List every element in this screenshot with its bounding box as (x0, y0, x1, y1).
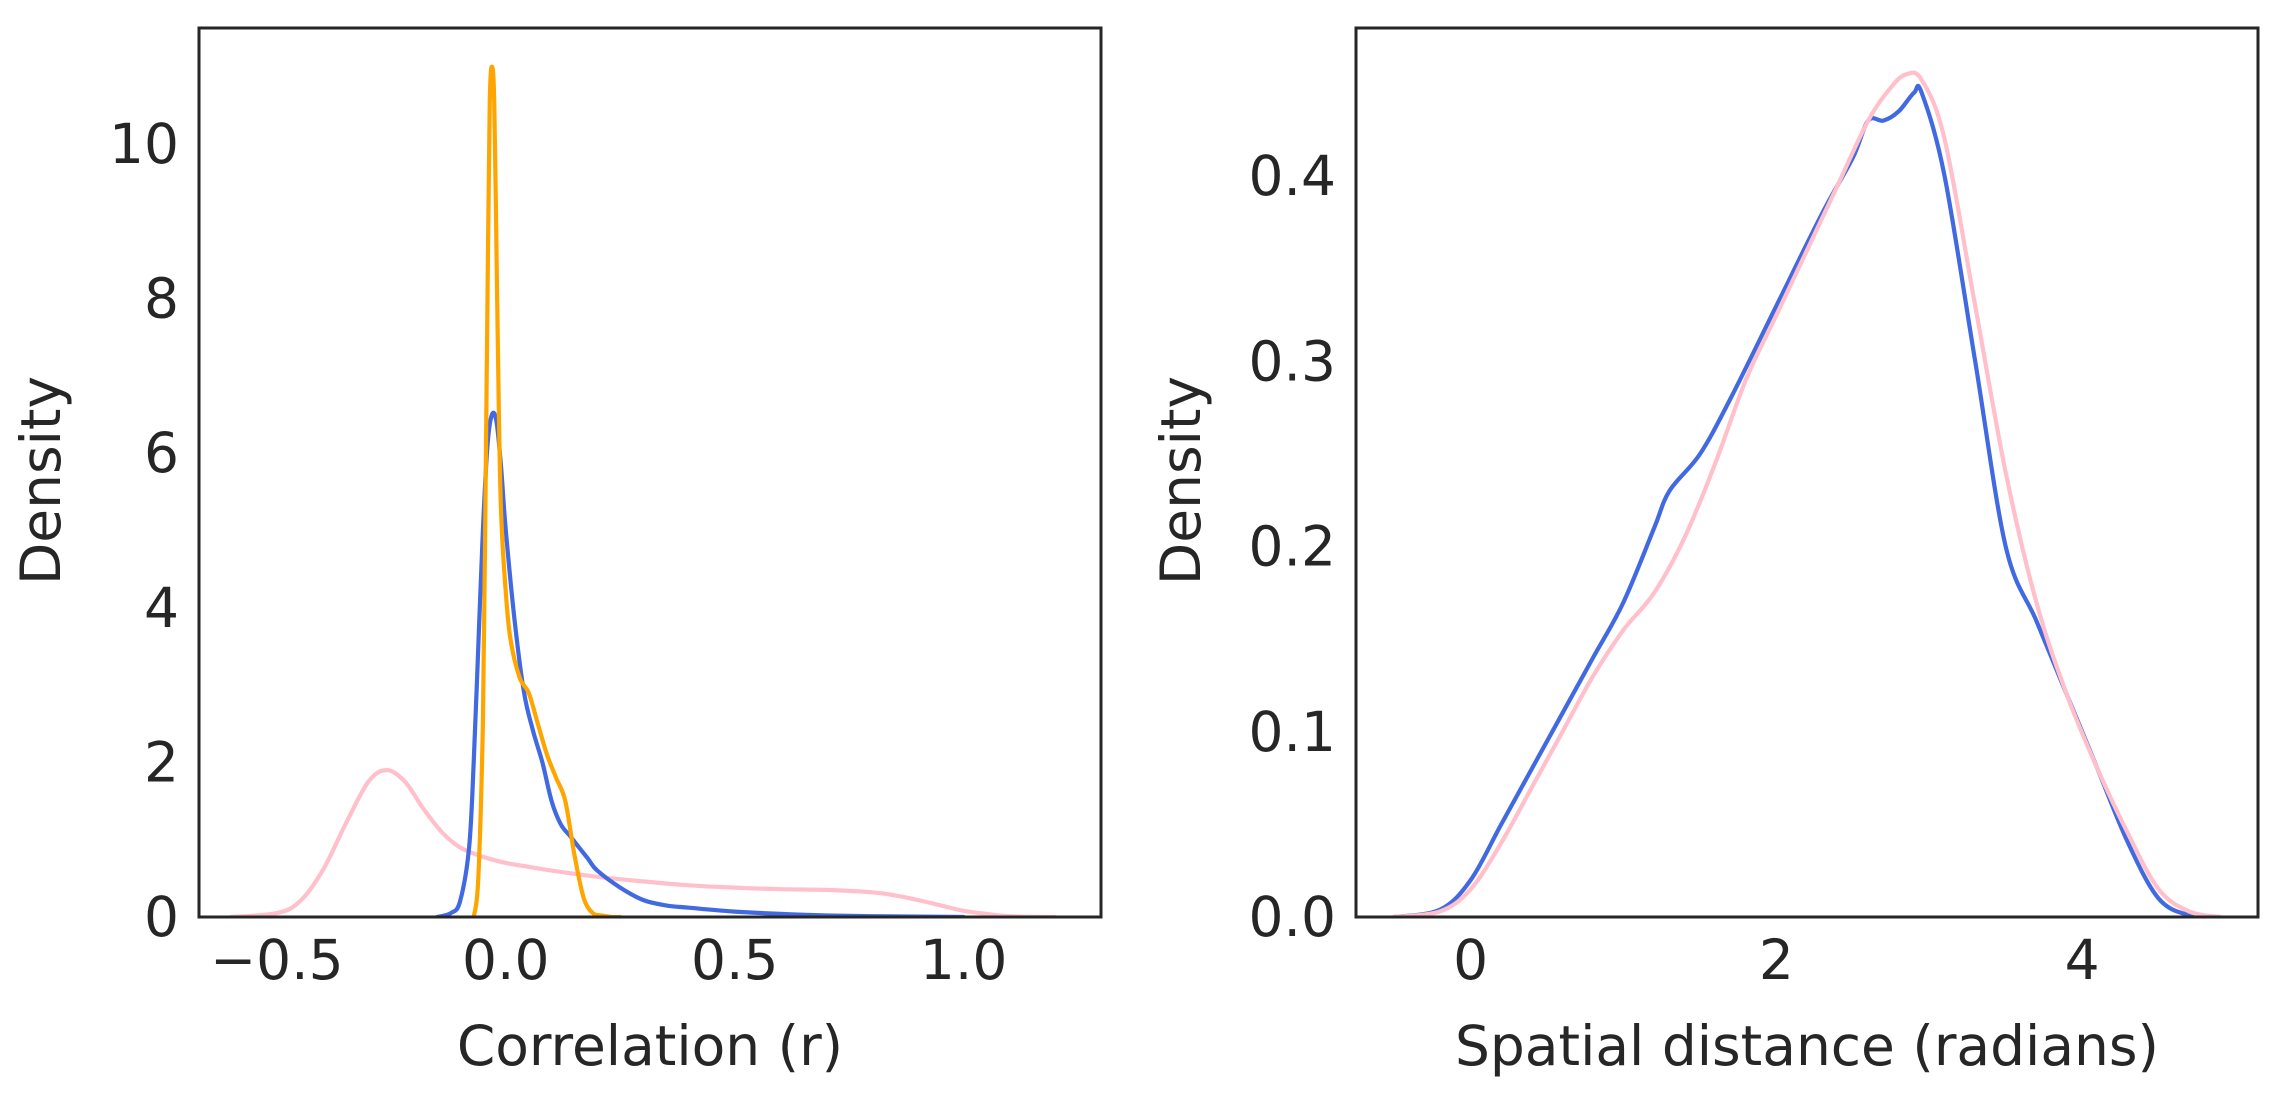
density-plot-spatial-distance: 0 2 4 0.0 0.1 0.2 0.3 0.4 Spatial distance (radi… (1149, 26, 2260, 1078)
y-tick-label: 0.1 (1249, 700, 1336, 764)
y-tick-label: 0.3 (1249, 329, 1336, 393)
y-tick-label: 0.2 (1249, 515, 1336, 579)
x-tick-label: 1.0 (920, 928, 1007, 992)
density-line-series-1 (435, 410, 966, 917)
x-tick-label: 2 (1759, 928, 1794, 992)
x-tick-label: 4 (2065, 928, 2100, 992)
y-axis-label: Density (1149, 376, 1213, 585)
x-tick-label: −0.5 (210, 928, 344, 992)
y-tick-label: 0.0 (1249, 885, 1336, 949)
y-tick-label: 6 (144, 421, 179, 485)
y-tick-label: 4 (144, 576, 179, 640)
y-tick-label: 10 (109, 112, 179, 176)
y-tick-label: 8 (144, 267, 179, 331)
series-group (1392, 70, 2222, 917)
density-line-series-0 (229, 768, 1058, 917)
density-line-series-1 (1392, 70, 2222, 917)
series-group (229, 64, 1058, 917)
x-tick-label: 0.5 (691, 928, 778, 992)
x-tick-label: 0.0 (462, 928, 549, 992)
axes-frame (1354, 26, 2260, 919)
y-tick-label: 0.4 (1249, 144, 1336, 208)
y-tick-label: 0 (144, 885, 179, 949)
density-line-series-2 (471, 64, 623, 917)
x-axis-label: Spatial distance (radians) (1455, 1014, 2159, 1078)
x-tick-label: 0 (1453, 928, 1488, 992)
y-axis-label: Density (9, 376, 73, 585)
density-plot-correlation: −0.5 0.0 0.5 1.0 0 2 4 6 8 10 Correlation (r) Densi… (9, 26, 1103, 1078)
density-line-series-0 (1392, 83, 2222, 917)
axes-frame (197, 26, 1103, 919)
x-axis-label: Correlation (r) (457, 1014, 843, 1078)
y-tick-label: 2 (144, 730, 179, 794)
